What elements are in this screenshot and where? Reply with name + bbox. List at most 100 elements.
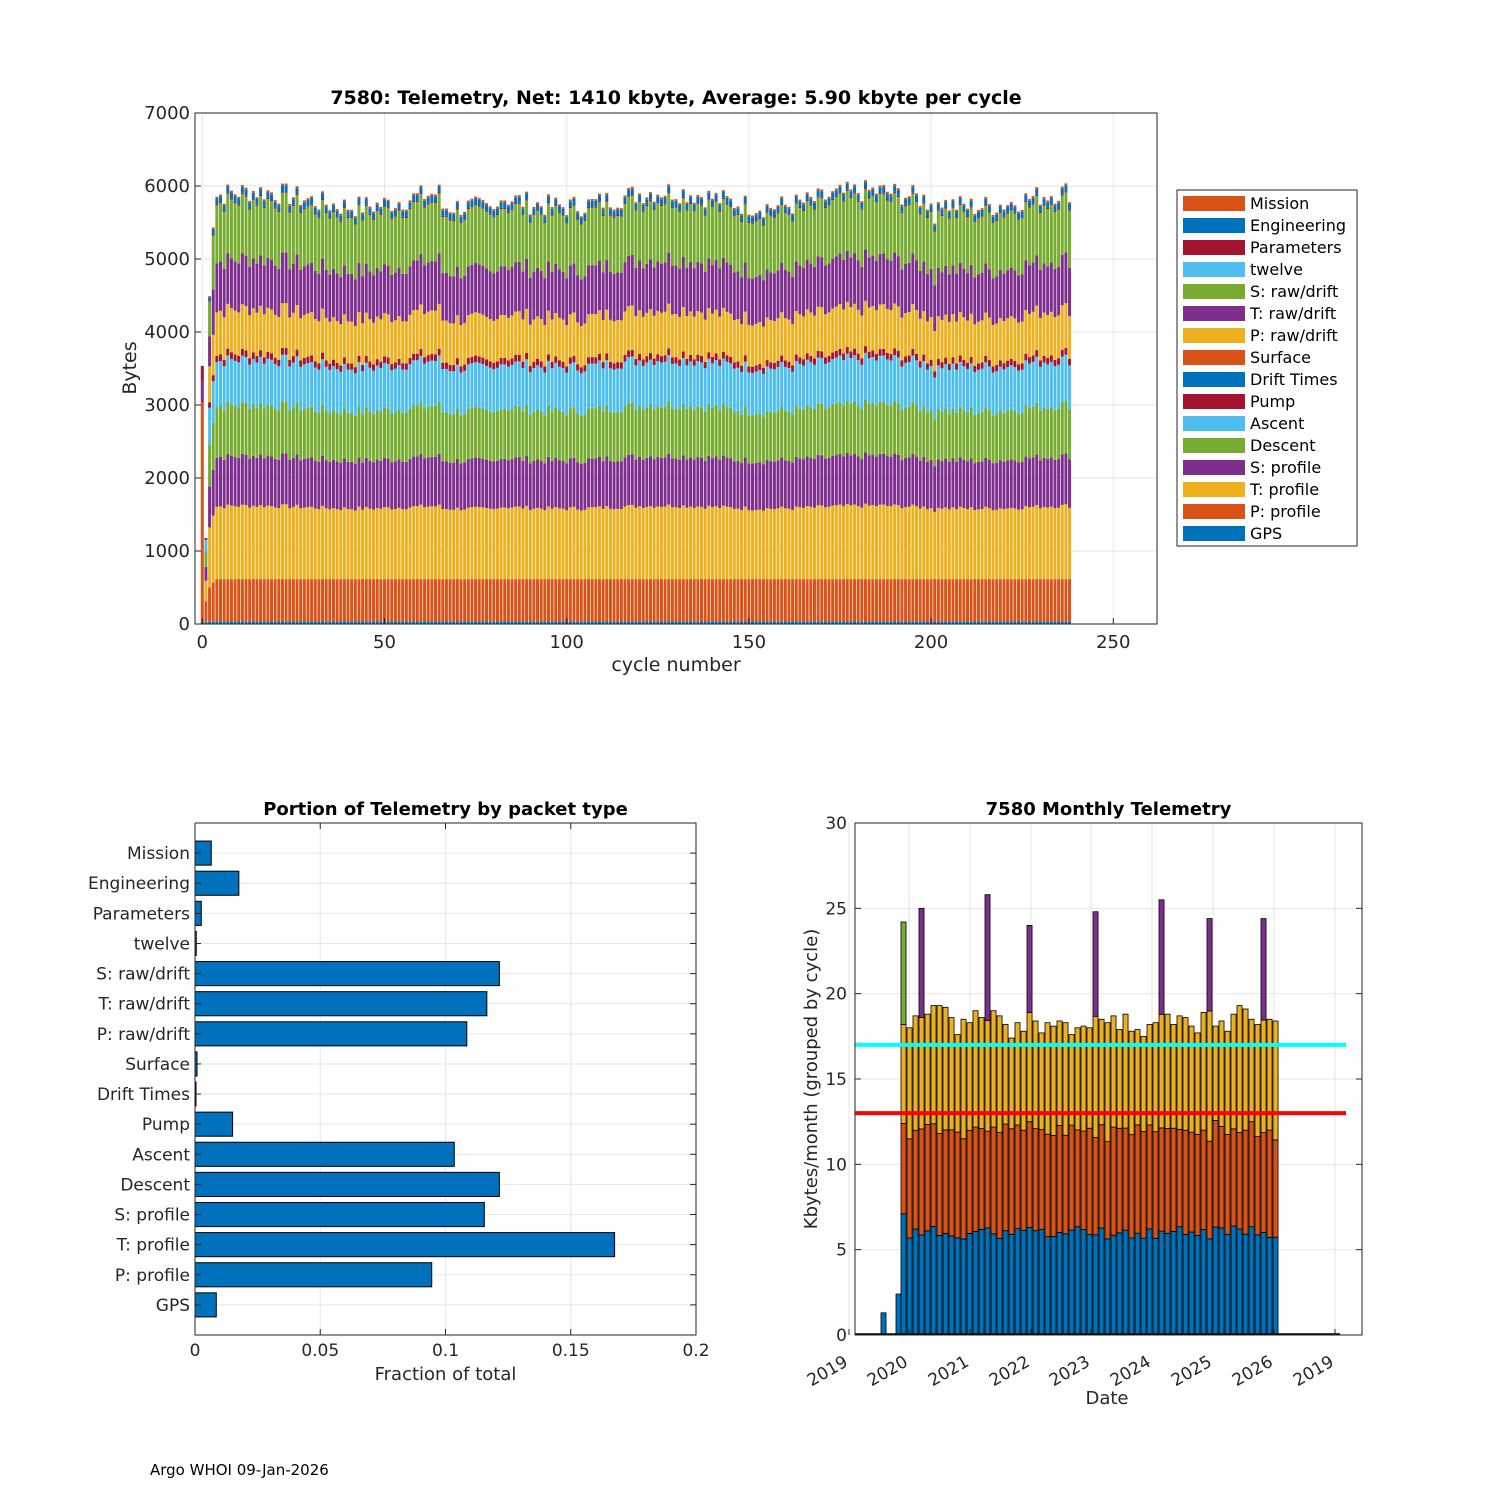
chart1-bar-segment (543, 621, 547, 624)
chart1-bar-segment (765, 212, 769, 270)
chart1-bar-segment (397, 210, 401, 268)
chart3-xtick-label: 2022 (986, 1352, 1033, 1391)
chart1-bar-segment (386, 579, 390, 622)
chart1-bar-segment (546, 456, 550, 507)
chart1-bar-segment (546, 406, 550, 457)
chart1-bar-segment (357, 312, 361, 356)
chart1-bar-segment (692, 316, 696, 360)
chart1-bar-segment (991, 216, 995, 223)
chart1-bar-segment (1038, 206, 1042, 213)
chart1-bar-segment (619, 215, 623, 217)
chart1-bar-segment (794, 354, 798, 362)
chart1-bar-segment (743, 506, 747, 580)
chart1-bar-segment (532, 579, 536, 622)
chart1-bar-segment (415, 579, 419, 622)
chart1-bar-segment (262, 207, 266, 266)
chart3-bar-segment (1110, 1015, 1117, 1128)
chart1-bar-segment (947, 321, 951, 364)
chart1-bar-segment (962, 205, 966, 212)
chart3-bar-segment (880, 1312, 887, 1336)
chart1-bar-segment (896, 357, 900, 404)
chart1-bar-segment (1020, 579, 1024, 622)
chart1-bar-segment (648, 621, 652, 624)
chart1-bar-segment (532, 368, 536, 412)
chart1-bar-segment (229, 579, 233, 622)
chart1-bar-segment (259, 621, 263, 624)
chart3-bar-segment (960, 1238, 967, 1336)
chart1-bar-segment (947, 509, 951, 580)
chart1-bar-segment (594, 458, 598, 508)
chart1-bar-segment (579, 326, 583, 368)
chart1-bar-segment (579, 279, 583, 327)
chart1-bar-segment (339, 414, 343, 464)
chart1-bar-segment (259, 454, 263, 506)
chart1-bar-segment (805, 579, 809, 622)
chart1-bar-segment (273, 507, 277, 580)
chart1-bar-segment (798, 507, 802, 580)
chart1-bar-segment (310, 196, 314, 199)
chart1-bar-segment (426, 262, 430, 312)
chart1-bar-segment (743, 203, 747, 205)
chart1-bar-segment (831, 308, 835, 353)
chart1-bar-segment (798, 207, 802, 209)
chart1-bar-segment (685, 459, 689, 508)
chart1-bar-segment (423, 207, 427, 266)
chart1-bar-segment (740, 463, 744, 511)
chart1-bar-segment (459, 415, 463, 464)
chart1-bar-segment (215, 457, 219, 507)
chart1-bar-segment (408, 202, 412, 208)
chart1-bar-segment (339, 324, 343, 366)
chart1-bar-segment (1031, 311, 1035, 356)
chart1-bar-segment (889, 310, 893, 354)
chart1-bar-segment (597, 195, 601, 202)
chart1-bar-segment (696, 261, 700, 312)
chart1-bar-segment (222, 203, 226, 206)
chart1-bar-segment (969, 507, 973, 580)
chart1-bar-segment (262, 458, 266, 508)
chart1-bar-segment (940, 368, 944, 412)
chart1-bar-segment (466, 209, 470, 267)
chart1-bar-segment (295, 254, 299, 306)
chart1-bar-segment (780, 198, 784, 205)
chart1-bar-segment (780, 205, 784, 264)
chart1-bar-segment (495, 579, 499, 622)
chart1-bar-segment (1013, 367, 1017, 411)
chart1-bar-segment (1035, 350, 1039, 357)
chart1-bar-segment (259, 305, 263, 351)
chart1-bar-segment (710, 507, 714, 580)
legend-entry: Parameters (1250, 238, 1342, 257)
chart1-bar-segment (623, 457, 627, 507)
chart1-bar-segment (386, 201, 390, 208)
chart1-bar-segment (543, 510, 547, 580)
chart1-bar-segment (364, 362, 368, 408)
chart1-bar-segment (204, 580, 208, 602)
chart1-bar-segment (1053, 410, 1057, 460)
chart1-bar-segment (313, 508, 317, 580)
chart1-bar-segment (641, 365, 645, 410)
chart1-bar-segment (791, 414, 795, 463)
chart3-bar-segment (1242, 1233, 1249, 1336)
chart1-bar-segment (434, 360, 437, 407)
chart1-bar-segment (710, 458, 714, 508)
chart1-bar-segment (477, 206, 481, 265)
chart1-bar-segment (998, 317, 1002, 361)
chart1-bar-segment (612, 369, 616, 413)
chart1-bar-segment (255, 197, 259, 199)
chart1-bar-segment (976, 509, 980, 580)
chart1-bar-segment (379, 215, 383, 272)
chart1-bar-segment (769, 461, 773, 509)
chart1-bar-segment (288, 410, 292, 460)
chart1-bar-segment (477, 199, 481, 206)
chart1-bar-segment (441, 621, 445, 624)
chart1-bar-segment (856, 405, 860, 457)
chart1-bar-segment (856, 201, 860, 261)
chart1-bar-segment (1017, 621, 1021, 624)
chart1-bar-segment (962, 211, 966, 213)
chart1-bar-segment (550, 579, 554, 622)
chart1-bar-segment (882, 401, 886, 454)
chart3-bar-segment (984, 1130, 991, 1229)
chart3-bar-segment (996, 1237, 1003, 1336)
chart1-bar-segment (849, 351, 853, 359)
chart1-bar-segment (568, 314, 572, 358)
chart1-bar-segment (517, 261, 521, 312)
